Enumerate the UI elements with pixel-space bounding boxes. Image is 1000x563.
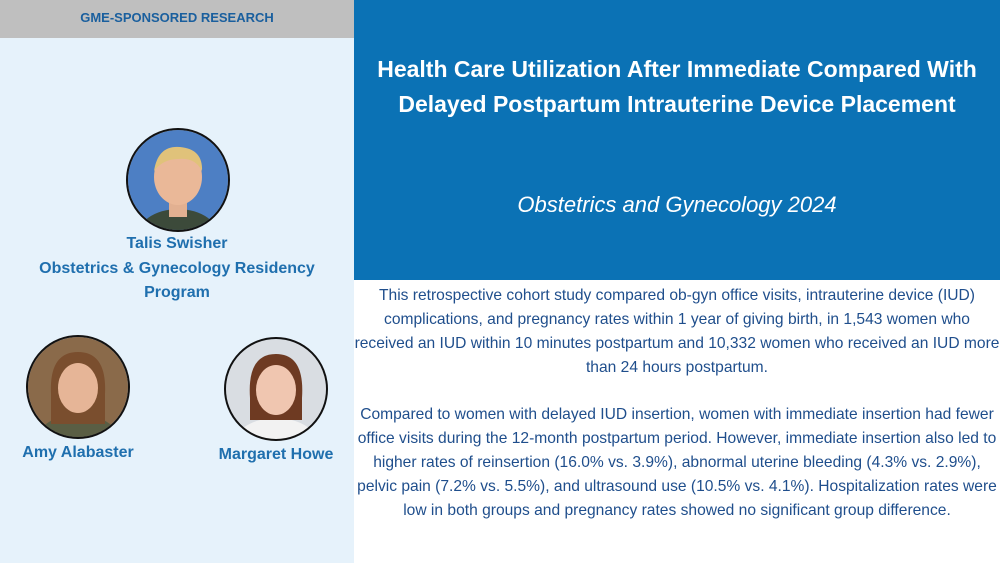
summary-paragraph: Compared to women with delayed IUD inser… <box>357 406 997 519</box>
article-title: Health Care Utilization After Immediate … <box>377 56 977 117</box>
author-photo <box>26 335 130 439</box>
author-photo <box>126 128 230 232</box>
feature-banner: Health Care Utilization After Immediate … <box>354 0 1000 280</box>
author-name: Talis Swisher <box>126 235 228 252</box>
authors-panel: GME-SPONSORED RESEARCH Talis Swisher Obs… <box>0 0 354 563</box>
author-photo <box>224 337 328 441</box>
author-name: Amy Alabaster <box>22 444 134 461</box>
journal: Obstetrics and Gynecology 2024 <box>517 192 837 217</box>
summary-paragraph: This retrospective cohort study compared… <box>354 287 1000 376</box>
summary: This retrospective cohort study compared… <box>354 284 1000 546</box>
author-affiliation: Obstetrics & Gynecology Residency Progra… <box>39 260 315 301</box>
author-name: Margaret Howe <box>218 446 334 463</box>
section-tag: GME-SPONSORED RESEARCH <box>0 0 354 38</box>
